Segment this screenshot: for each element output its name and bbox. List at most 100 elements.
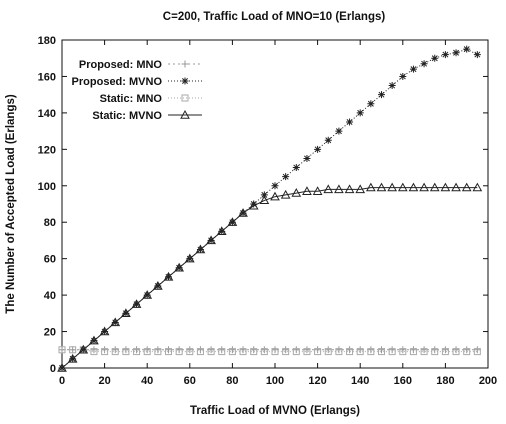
data-point [181,60,189,68]
data-point [270,191,280,201]
tick-group: 0 20 40 60 80 100 120 140 160 180 200 0 20 40 60 80 100 1… [38,35,498,387]
data-point [207,348,215,356]
data-point [228,348,236,356]
data-point [420,346,428,354]
data-point [431,54,439,62]
data-point [216,226,227,236]
legend-marker [181,94,189,102]
data-point [260,348,268,356]
plot-frame [61,39,489,369]
x-tick-label: 100 [266,375,284,387]
data-point [378,346,385,354]
y-tick-label: 60 [44,254,56,266]
data-point [397,182,408,192]
x-tick-label: 40 [141,375,153,387]
data-point [463,45,471,53]
data-point [181,94,189,102]
data-point [101,348,109,356]
data-point [90,346,98,354]
data-point [239,346,247,354]
series-3 [57,182,483,372]
data-point [378,348,385,356]
data-point [356,109,364,117]
data-point [431,346,439,354]
data-point [312,186,323,195]
data-point [133,346,141,354]
data-point [259,195,270,205]
data-point [314,346,322,354]
data-point [376,182,387,192]
data-point [122,346,130,354]
data-point [101,346,109,354]
data-point [282,173,290,181]
data-point [429,182,440,192]
y-tick-label: 160 [38,71,56,83]
data-point [292,164,300,172]
x-tick-label: 60 [184,375,196,387]
y-tick-label: 20 [44,327,56,339]
data-point [228,346,236,354]
data-point [355,184,366,194]
data-point [291,188,302,197]
legend: Proposed: MNO Proposed: MVNO Static: MNO St… [72,59,202,122]
data-point [111,346,119,354]
data-point [473,346,481,354]
data-point [110,317,121,327]
data-point [302,186,312,195]
data-point [408,182,419,192]
data-point [409,65,417,73]
x-tick-label: 160 [394,375,412,387]
data-point [58,346,66,354]
data-point [367,346,375,354]
data-point [463,346,471,354]
data-point [227,217,238,226]
data-point [431,348,439,356]
series-2 [58,346,481,356]
data-point [473,348,481,356]
data-point [248,200,259,210]
y-tick-label: 0 [50,363,56,375]
y-axis-title: The Number of Accepted Load (Erlangs) [5,94,17,314]
data-point [399,348,407,356]
data-point [111,348,119,356]
y-tick-label: 140 [38,108,56,120]
data-point [388,348,396,356]
data-point [292,348,300,356]
data-point [473,51,481,59]
data-point [441,51,449,59]
data-point [90,348,98,356]
data-point [163,271,174,281]
data-point [186,348,194,356]
data-point [238,208,248,217]
data-point [367,100,375,108]
data-point [303,346,311,354]
data-point [346,346,354,354]
data-point [346,348,354,356]
data-point [452,348,460,356]
data-point [440,182,451,192]
data-point [292,346,300,354]
x-tick-label: 20 [98,375,110,387]
legend-marker [181,60,189,68]
data-point [387,182,397,192]
legend-marker [181,77,189,85]
data-point [367,348,375,356]
data-point [346,118,354,126]
data-point [174,262,184,272]
data-point [184,253,195,263]
y-tick-label: 80 [44,217,56,229]
legend-marker [180,109,190,119]
data-point [399,346,407,354]
data-point [143,348,151,356]
data-point [196,346,204,354]
legend-label: Static: MNO [100,93,163,105]
data-point [165,346,172,354]
data-point [121,308,131,318]
data-point [175,348,183,356]
data-point [180,109,190,119]
data-point [420,60,428,68]
series-line [61,48,478,369]
series-line [61,187,478,369]
x-tick-label: 0 [59,375,65,387]
